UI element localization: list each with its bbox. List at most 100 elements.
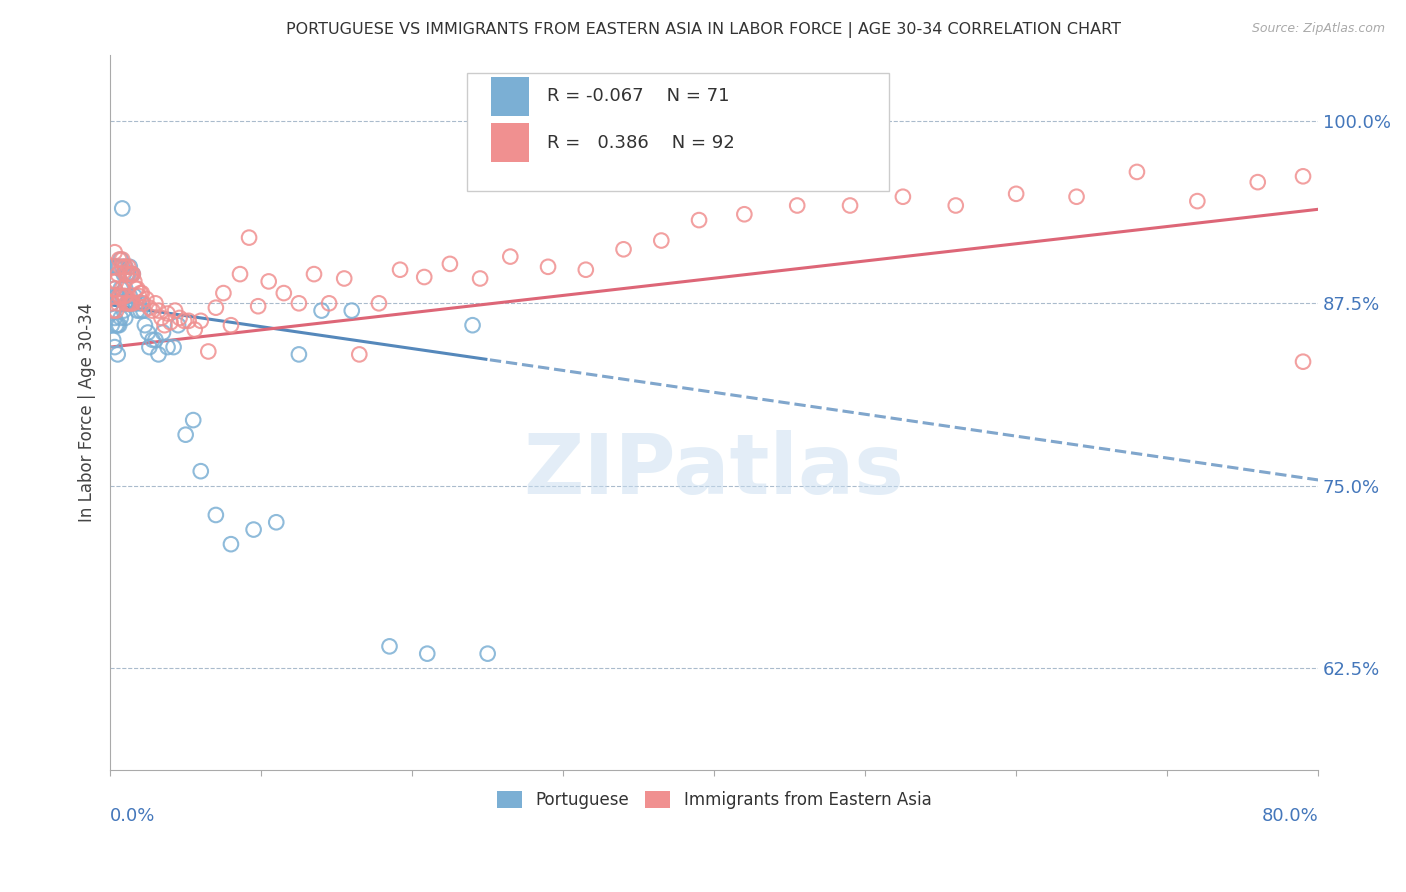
Point [229,267,252,281]
Point [575,262,598,277]
Point [128,289,150,303]
Point [150,310,173,325]
Point [120,296,142,310]
Point [110,310,132,325]
Point [612,242,634,256]
Text: R = -0.067    N = 71: R = -0.067 N = 71 [547,87,730,105]
Point [114,260,136,274]
Point [242,523,264,537]
Point [132,303,155,318]
Point [1066,190,1088,204]
Point [111,260,134,274]
Text: PORTUGUESE VS IMMIGRANTS FROM EASTERN ASIA IN LABOR FORCE | AGE 30-34 CORRELATIO: PORTUGUESE VS IMMIGRANTS FROM EASTERN AS… [285,22,1121,38]
Point [302,267,325,281]
Point [153,318,176,333]
Point [650,234,672,248]
Point [136,326,159,340]
Point [288,296,311,310]
Point [159,315,181,329]
Point [117,267,139,281]
Bar [491,123,529,162]
Point [378,640,401,654]
Bar [491,77,529,116]
Point [128,296,150,310]
Point [100,318,122,333]
Text: 0.0%: 0.0% [110,807,156,825]
Point [114,289,136,303]
Point [183,322,205,336]
Point [264,516,287,530]
Point [499,250,522,264]
Point [273,286,295,301]
Point [1337,172,1360,186]
Point [111,282,134,296]
Point [104,282,127,296]
Point [124,289,146,303]
Point [120,296,142,310]
Point [145,296,167,310]
Point [1292,354,1315,368]
Point [190,464,212,478]
Point [115,296,138,310]
Point [110,282,132,296]
Point [121,267,143,281]
Point [107,296,129,310]
Point [131,286,153,301]
Point [177,314,200,328]
Point [117,260,139,274]
Point [110,252,132,267]
Point [134,318,156,333]
Point [165,303,187,318]
Point [368,296,391,310]
Point [118,267,141,281]
Point [148,303,170,318]
Point [129,286,152,301]
Point [138,301,160,315]
Point [115,267,138,281]
Y-axis label: In Labor Force | Age 30-34: In Labor Force | Age 30-34 [79,303,96,523]
Point [124,274,146,288]
Point [125,296,148,310]
Point [118,296,141,310]
Point [349,347,371,361]
Point [105,289,128,303]
Point [118,289,141,303]
Point [107,318,129,333]
Point [461,318,484,333]
Point [537,260,560,274]
Text: Source: ZipAtlas.com: Source: ZipAtlas.com [1251,22,1385,36]
Point [468,271,491,285]
Point [121,267,143,281]
Legend: Portuguese, Immigrants from Eastern Asia: Portuguese, Immigrants from Eastern Asia [491,784,938,816]
Point [145,333,167,347]
Point [333,271,356,285]
Point [108,318,131,333]
Point [167,318,190,333]
Point [117,296,139,310]
Point [108,289,131,303]
Point [104,260,127,274]
Point [238,230,260,244]
Point [839,198,862,212]
Point [117,296,139,310]
Text: 80.0%: 80.0% [1261,807,1319,825]
Point [439,257,461,271]
Point [288,347,311,361]
Point [115,296,138,310]
Point [212,286,235,301]
Point [219,537,242,551]
Point [162,340,184,354]
Point [105,260,128,274]
Point [104,310,127,325]
Point [477,647,499,661]
Point [104,340,127,354]
Point [247,299,270,313]
Point [156,340,179,354]
Point [105,303,128,318]
Point [105,318,128,333]
Point [112,267,135,281]
Point [311,303,333,318]
Point [1005,186,1028,201]
Text: R =   0.386    N = 92: R = 0.386 N = 92 [547,134,735,152]
Point [389,262,412,277]
